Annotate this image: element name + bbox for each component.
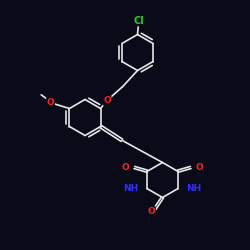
Text: Cl: Cl [134,16,144,26]
Text: NH: NH [186,184,202,193]
Text: O: O [148,207,155,216]
Text: O: O [47,98,54,107]
Text: NH: NH [123,184,138,193]
Text: O: O [103,96,111,105]
Text: O: O [196,163,203,172]
Text: O: O [122,163,129,172]
